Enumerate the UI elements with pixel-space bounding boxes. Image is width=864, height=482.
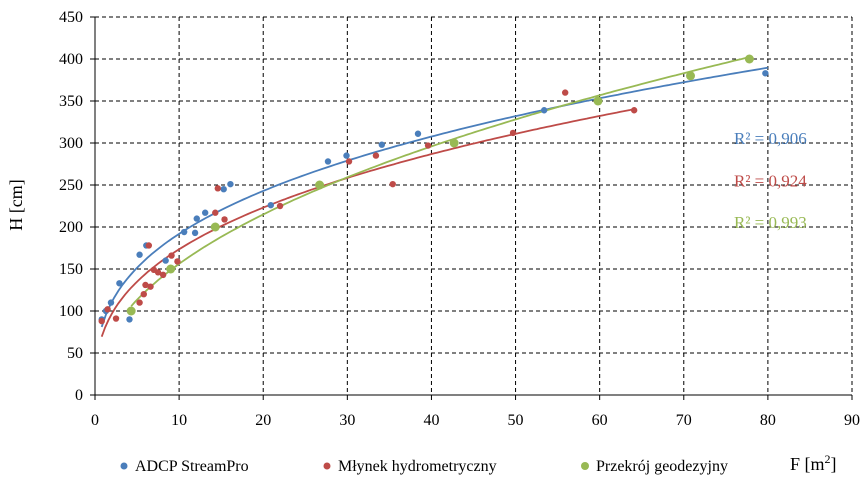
point-series-1 [147, 283, 154, 290]
point-series-1 [98, 317, 105, 325]
point-series-0 [220, 186, 227, 193]
point-series-0 [162, 257, 169, 264]
trendline-2 [130, 56, 750, 307]
x-tick-label: 0 [91, 412, 99, 429]
point-series-0 [136, 251, 143, 258]
point-series-0 [193, 215, 200, 222]
y-tick-label: 250 [59, 177, 83, 194]
point-series-0 [116, 280, 123, 287]
x-axis-label-sup: 2 [825, 452, 831, 466]
point-series-0 [126, 316, 133, 323]
legend-label-przekroj: Przekrój geodezyjny [596, 458, 728, 475]
point-series-2 [315, 180, 325, 190]
point-series-1 [372, 152, 380, 159]
x-tick-label: 90 [844, 412, 860, 429]
point-series-1 [168, 252, 175, 259]
y-tick-label: 350 [59, 93, 83, 110]
point-series-1 [159, 271, 167, 279]
r2-label-0: R² = 0,906 [734, 129, 807, 148]
legend-label-adcp: ADCP StreamPro [135, 458, 249, 475]
point-series-1 [630, 107, 638, 114]
legend: ADCP StreamPro Młynek hydrometryczny Prz… [120, 458, 728, 475]
x-axis-label-main: F [m [790, 454, 825, 474]
point-series-1 [509, 129, 517, 137]
y-axis-label: H [cm] [6, 179, 26, 230]
point-series-1 [112, 315, 120, 322]
point-series-2 [126, 306, 136, 316]
y-tick-label: 300 [59, 135, 83, 152]
y-tick-label: 150 [59, 261, 83, 278]
point-series-1 [174, 258, 181, 265]
y-tick-label: 100 [59, 303, 83, 320]
y-tick-label: 400 [59, 51, 83, 68]
x-tick-label: 20 [255, 412, 271, 429]
point-series-0 [378, 141, 386, 148]
point-series-0 [267, 201, 274, 209]
point-series-2 [744, 54, 754, 64]
point-series-2 [593, 96, 603, 106]
x-tick-label: 70 [676, 412, 692, 429]
point-series-0 [180, 228, 188, 236]
point-series-1 [389, 180, 396, 188]
point-series-0 [762, 70, 769, 77]
trendline-0 [100, 66, 769, 328]
y-tick-label: 0 [75, 387, 83, 404]
x-tick-label: 30 [339, 412, 355, 429]
axes: 0 50 100 150 200 250 300 350 400 450 0 10 20 30 40 50 60… [59, 9, 860, 429]
r2-label-2: R² = 0,993 [734, 213, 807, 232]
y-tick-label: 200 [59, 219, 83, 236]
y-tick-label: 50 [67, 345, 83, 362]
y-tick-label: 450 [59, 9, 83, 26]
legend-label-mlynek: Młynek hydrometryczny [338, 458, 497, 475]
x-tick-label: 80 [760, 412, 776, 429]
point-series-1 [136, 299, 143, 306]
point-series-2 [686, 71, 696, 81]
point-series-1 [561, 89, 569, 96]
point-series-0 [540, 107, 548, 114]
x-axis-label: F [m2] [790, 452, 837, 474]
legend-marker-adcp [120, 462, 128, 470]
x-tick-label: 10 [171, 412, 187, 429]
point-series-0 [343, 152, 350, 159]
data-points [98, 54, 769, 325]
point-series-1 [214, 185, 222, 192]
x-tick-label: 40 [423, 412, 439, 429]
point-series-2 [166, 264, 176, 274]
trendline-1 [100, 108, 634, 338]
point-series-0 [324, 158, 332, 165]
point-series-1 [145, 242, 153, 249]
point-series-1 [142, 281, 149, 289]
point-series-1 [424, 142, 432, 149]
point-series-1 [276, 202, 284, 210]
point-series-1 [212, 209, 219, 216]
r2-label-1: R² = 0,924 [734, 172, 807, 191]
x-axis-label-close: ] [831, 454, 837, 474]
point-series-1 [345, 158, 353, 165]
trendlines [100, 56, 769, 338]
point-series-1 [154, 269, 162, 276]
point-series-0 [107, 299, 115, 306]
x-tick-label: 60 [592, 412, 608, 429]
point-series-0 [201, 209, 209, 216]
point-series-0 [191, 229, 199, 237]
grid [95, 16, 853, 395]
x-tick-label: 50 [508, 412, 524, 429]
point-series-0 [414, 130, 422, 137]
point-series-0 [227, 180, 234, 188]
r2-labels: R² = 0,906 R² = 0,924 R² = 0,993 [734, 129, 807, 232]
point-series-2 [210, 222, 220, 232]
legend-marker-mlynek [323, 462, 331, 470]
point-series-2 [449, 138, 459, 148]
point-series-1 [221, 216, 228, 223]
point-series-1 [140, 291, 147, 298]
legend-marker-przekroj [581, 462, 589, 470]
point-series-1 [104, 306, 111, 313]
